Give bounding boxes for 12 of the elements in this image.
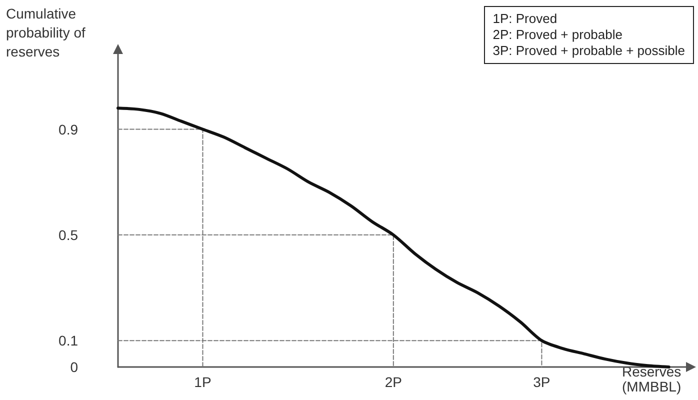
line-series [116, 106, 670, 368]
x-tick-label: 1P [194, 374, 212, 390]
x-axis-title: Reserves (MMBBL) [622, 364, 686, 394]
y-tick-label: 0.1 [58, 332, 78, 349]
x-tick-label: 2P [384, 374, 402, 390]
annotation: 3P: Proved + probable + possible [492, 43, 685, 59]
y-axis-title: Cumulative probability of reserves [6, 6, 90, 60]
y-tick-label: 0 [70, 359, 78, 375]
note-box: 1P: Proved 2P: Proved + probable 3P: Proved + probable + possible [484, 6, 694, 64]
x-tick-label: 3P [533, 374, 550, 390]
y-tick-label: 0.9 [58, 121, 78, 138]
y-tick-label: 0.5 [58, 226, 78, 243]
